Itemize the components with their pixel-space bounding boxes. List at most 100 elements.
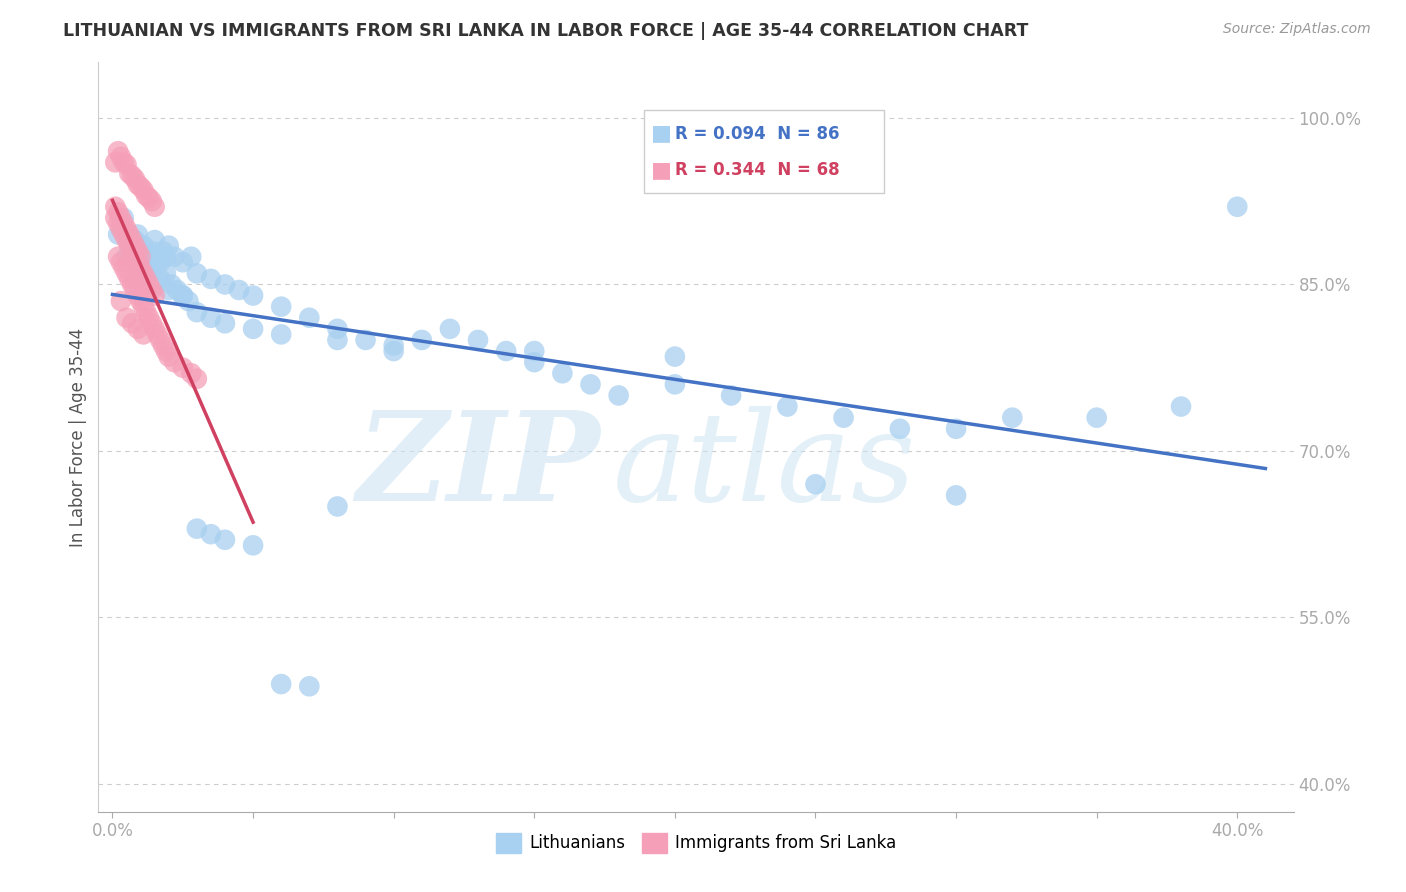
Point <box>607 388 630 402</box>
Point <box>214 316 236 330</box>
Point <box>138 255 160 269</box>
Text: ■: ■ <box>651 160 672 180</box>
Point <box>1226 200 1249 214</box>
Point <box>118 166 141 180</box>
Point <box>138 250 160 264</box>
Point <box>107 227 129 242</box>
Point <box>132 255 155 269</box>
Point <box>242 538 264 552</box>
Point <box>129 179 152 194</box>
Point <box>149 333 172 347</box>
Point <box>149 272 172 286</box>
Point <box>118 227 141 242</box>
Point <box>127 227 149 242</box>
Point <box>129 260 152 275</box>
Point <box>127 322 149 336</box>
Point <box>143 233 166 247</box>
Point <box>124 238 146 252</box>
Point <box>121 169 143 183</box>
Point <box>112 260 135 275</box>
Point <box>129 294 152 309</box>
Point <box>166 283 188 297</box>
Point <box>495 344 517 359</box>
Point <box>200 272 222 286</box>
Point <box>157 238 180 252</box>
Point <box>664 377 686 392</box>
Point <box>200 527 222 541</box>
Point <box>132 300 155 314</box>
Point <box>523 355 546 369</box>
Point <box>127 178 149 192</box>
Point <box>129 244 152 259</box>
Point <box>121 233 143 247</box>
Point <box>135 188 157 202</box>
Point <box>138 277 160 292</box>
Point <box>118 238 141 252</box>
Point <box>163 250 186 264</box>
Point <box>152 338 174 352</box>
Point <box>143 277 166 292</box>
Point <box>110 222 132 236</box>
Point <box>172 255 194 269</box>
Point <box>804 477 827 491</box>
Point <box>298 310 321 325</box>
Point <box>135 272 157 286</box>
Point <box>411 333 433 347</box>
Point <box>186 522 208 536</box>
Point <box>104 200 127 214</box>
Point <box>1170 400 1192 414</box>
Point <box>298 679 321 693</box>
Point <box>551 366 574 380</box>
Text: R = 0.344  N = 68: R = 0.344 N = 68 <box>675 161 839 178</box>
Point <box>110 222 132 236</box>
Point <box>180 366 202 380</box>
Point <box>1001 410 1024 425</box>
Point <box>143 288 166 302</box>
Point <box>200 310 222 325</box>
Point <box>127 244 149 259</box>
Point <box>149 255 172 269</box>
Point <box>326 322 349 336</box>
Point <box>146 250 169 264</box>
Point <box>124 283 146 297</box>
Point <box>121 244 143 259</box>
Point <box>115 227 138 242</box>
Point <box>155 266 177 280</box>
Point <box>270 300 292 314</box>
Point <box>118 238 141 252</box>
Point <box>115 157 138 171</box>
Point <box>177 294 200 309</box>
Point <box>129 250 152 264</box>
Text: ZIP: ZIP <box>357 406 600 528</box>
Point <box>152 244 174 259</box>
Y-axis label: In Labor Force | Age 35-44: In Labor Force | Age 35-44 <box>69 327 87 547</box>
Point <box>107 145 129 159</box>
Point <box>720 388 742 402</box>
Point <box>354 333 377 347</box>
Point <box>115 310 138 325</box>
Point <box>112 155 135 169</box>
Point <box>326 333 349 347</box>
Point <box>326 500 349 514</box>
Text: R = 0.094  N = 86: R = 0.094 N = 86 <box>675 125 839 143</box>
Point <box>132 266 155 280</box>
Point <box>382 338 405 352</box>
Point <box>124 172 146 186</box>
Point <box>121 277 143 292</box>
Point <box>112 227 135 242</box>
Point <box>214 277 236 292</box>
Point <box>138 191 160 205</box>
Point <box>110 294 132 309</box>
Point <box>945 422 967 436</box>
Point <box>186 305 208 319</box>
Text: ■: ■ <box>651 124 672 144</box>
Point <box>104 211 127 225</box>
Point <box>155 250 177 264</box>
Point <box>141 244 163 259</box>
Point <box>382 344 405 359</box>
Point <box>132 183 155 197</box>
Point <box>776 400 799 414</box>
Point <box>132 238 155 252</box>
Point <box>889 422 911 436</box>
Point <box>141 194 163 209</box>
